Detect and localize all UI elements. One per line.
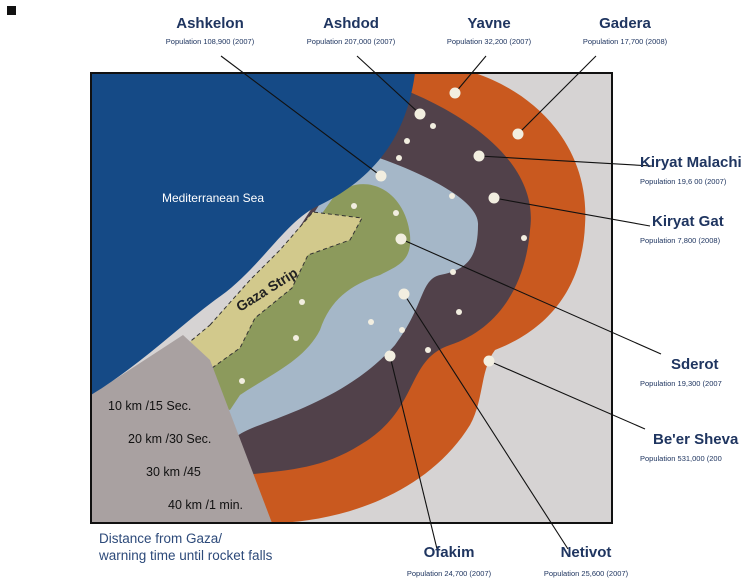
leader-lines bbox=[220, 55, 662, 550]
town-dot bbox=[396, 155, 402, 161]
city-name-ashkelon: Ashkelon bbox=[176, 15, 244, 32]
city-name-yavne: Yavne bbox=[467, 15, 510, 32]
legend-panel bbox=[91, 335, 272, 523]
city-name-kiryat-malachi: Kiryat Malachi bbox=[640, 154, 742, 171]
map-frame bbox=[90, 72, 613, 524]
town-dot bbox=[456, 309, 462, 315]
beer-sheva-leader bbox=[488, 360, 646, 430]
city-pop-ashdod: Population 207,000 (2007) bbox=[307, 37, 396, 46]
corner-square-icon bbox=[7, 6, 16, 15]
town-dot bbox=[399, 327, 405, 333]
town-dot bbox=[404, 138, 410, 144]
kiryat-gat-dot bbox=[488, 192, 500, 204]
mediterranean-sea bbox=[91, 73, 415, 395]
netivot-leader bbox=[403, 293, 569, 550]
ashdod-dot bbox=[414, 108, 426, 120]
netivot-dot bbox=[398, 288, 410, 300]
kiryat-malachi-leader bbox=[478, 155, 653, 167]
town-dot bbox=[393, 210, 399, 216]
city-name-sderot: Sderot bbox=[671, 356, 719, 373]
city-name-kiryat-gat: Kiryat Gat bbox=[652, 213, 724, 230]
zone-label-20km: 20 km /30 Sec. bbox=[128, 432, 211, 446]
gadera-dot bbox=[512, 128, 524, 140]
town-dot bbox=[239, 378, 245, 384]
town-dot bbox=[299, 299, 305, 305]
city-name-gadera: Gadera bbox=[599, 15, 651, 32]
gadera-leader bbox=[517, 55, 597, 135]
city-name-beer-sheva: Be'er Sheva bbox=[653, 431, 739, 448]
town-dot bbox=[521, 235, 527, 241]
sderot-dot bbox=[395, 233, 407, 245]
city-name-netivot: Netivot bbox=[561, 544, 612, 561]
kiryat-gat-leader bbox=[493, 197, 651, 227]
town-dot bbox=[293, 335, 299, 341]
zone-label-10km: 10 km /15 Sec. bbox=[108, 399, 191, 413]
ashkelon-dot bbox=[375, 170, 387, 182]
city-pop-gadera: Population 17,700 (2008) bbox=[583, 37, 668, 46]
sderot-leader bbox=[400, 238, 662, 355]
town-dot bbox=[449, 193, 455, 199]
small-town-dots bbox=[239, 123, 527, 384]
yavne-leader bbox=[454, 55, 487, 94]
town-dot bbox=[351, 203, 357, 209]
caption-line-1: Distance from Gaza/ bbox=[99, 531, 223, 546]
ofakim-leader bbox=[389, 355, 438, 550]
zone-10km bbox=[205, 184, 411, 410]
city-name-ofakim: Ofakim bbox=[424, 544, 475, 561]
city-name-ashdod: Ashdod bbox=[323, 15, 379, 32]
sea-label: Mediterranean Sea bbox=[162, 191, 264, 205]
town-dot bbox=[368, 319, 374, 325]
ashdod-leader bbox=[356, 55, 421, 115]
gaza-strip-area bbox=[179, 211, 363, 369]
city-pop-ashkelon: Population 108,900 (2007) bbox=[166, 37, 255, 46]
ashkelon-leader bbox=[220, 55, 382, 177]
city-pop-ofakim: Population 24,700 (2007) bbox=[407, 569, 492, 578]
kiryat-malachi-dot bbox=[473, 150, 485, 162]
zone-label-30km: 30 km /45 bbox=[146, 465, 201, 479]
beer-sheva-dot bbox=[483, 355, 495, 367]
caption-line-2: warning time until rocket falls bbox=[99, 548, 273, 563]
major-city-dots bbox=[375, 87, 524, 367]
zone-label-40km: 40 km /1 min. bbox=[168, 498, 243, 512]
city-pop-netivot: Population 25,600 (2007) bbox=[544, 569, 629, 578]
ofakim-dot bbox=[384, 350, 396, 362]
city-pop-kiryat-gat: Population 7,800 (2008) bbox=[640, 236, 721, 245]
city-pop-sderot: Population 19,300 (2007 bbox=[640, 379, 722, 388]
city-pop-kiryat-malachi: Population 19,6 00 (2007) bbox=[640, 177, 727, 186]
city-pop-yavne: Population 32,200 (2007) bbox=[447, 37, 532, 46]
town-dot bbox=[450, 269, 456, 275]
map-caption: Distance from Gaza/ warning time until r… bbox=[99, 530, 359, 564]
yavne-dot bbox=[449, 87, 461, 99]
town-dot bbox=[425, 347, 431, 353]
city-pop-beer-sheva: Population 531,000 (200 bbox=[640, 454, 722, 463]
town-dot bbox=[430, 123, 436, 129]
